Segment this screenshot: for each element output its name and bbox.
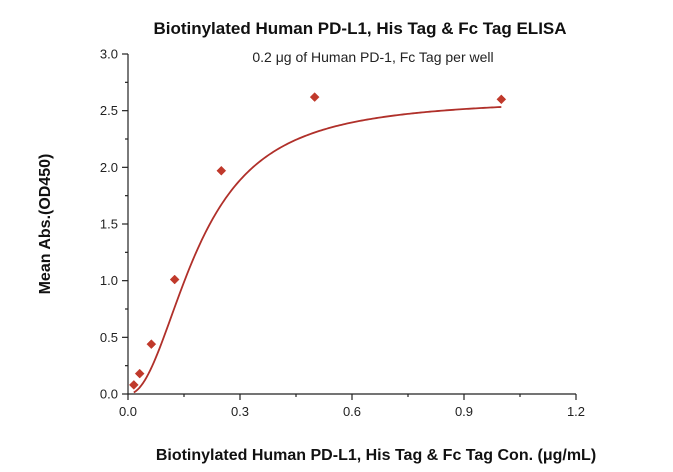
y-tick-label: 1.5	[100, 217, 118, 232]
data-point	[169, 274, 180, 285]
data-point	[128, 380, 139, 390]
data-point	[146, 339, 157, 349]
y-tick-label: 2.5	[100, 103, 118, 118]
data-point	[309, 92, 320, 102]
y-tick-label: 3.0	[100, 47, 118, 62]
y-axis-label: Mean Abs.(OD450)	[37, 154, 54, 295]
x-tick-label: 0.6	[343, 404, 361, 419]
data-point	[134, 368, 145, 379]
chart-subtitle: 0.2 μg of Human PD-1, Fc Tag per well	[252, 49, 493, 65]
x-tick-label: 0.0	[119, 404, 137, 419]
x-axis-label: Biotinylated Human PD-L1, His Tag & Fc T…	[156, 447, 596, 464]
x-tick-label: 1.2	[567, 404, 585, 419]
chart-title: Biotinylated Human PD-L1, His Tag & Fc T…	[153, 19, 566, 38]
data-point	[496, 94, 507, 105]
y-tick-label: 1.0	[100, 273, 118, 288]
fit-curve	[133, 106, 502, 394]
data-point	[216, 165, 227, 176]
x-tick-label: 0.9	[455, 404, 473, 419]
y-tick-label: 0.0	[100, 387, 118, 402]
plot-area: 0.0 0.5 1.0 1.5 2.0 2.5 3.0 0.0 0.3 0.6 0.9 1.2	[100, 47, 585, 420]
y-tick-label: 2.0	[100, 160, 118, 175]
x-tick-label: 0.3	[231, 404, 249, 419]
y-tick-label: 0.5	[100, 330, 118, 345]
